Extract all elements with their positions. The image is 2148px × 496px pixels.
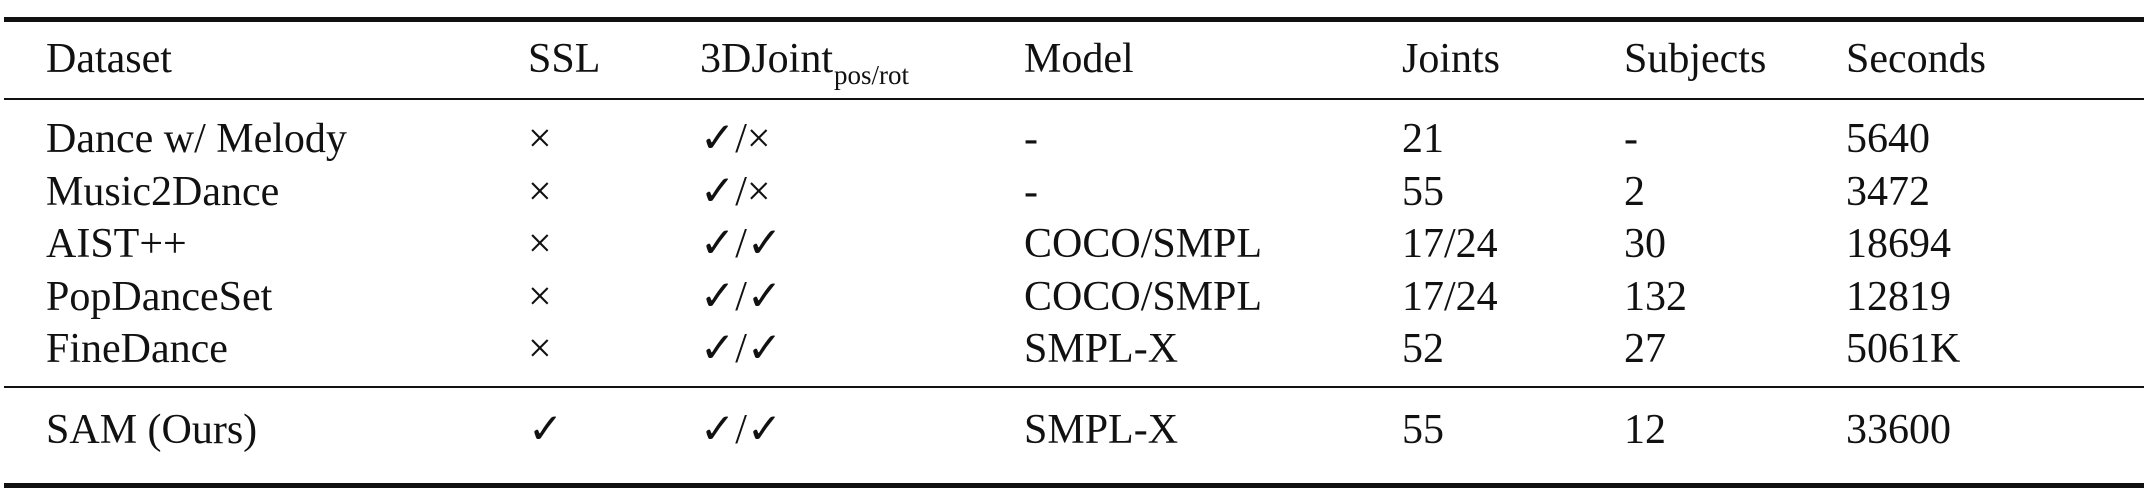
cell-subjects: 2 <box>1624 169 1645 215</box>
cell-3djoint: ✓/✓ <box>700 407 783 453</box>
cell-joints: 52 <box>1402 326 1444 372</box>
ours-separator-rule <box>4 386 2144 388</box>
cell-joints: 55 <box>1402 407 1444 453</box>
cell-dataset: Dance w/ Melody <box>46 116 347 162</box>
header-ssl: SSL <box>528 36 601 82</box>
cell-3djoint: ✓/× <box>700 116 771 162</box>
cell-dataset: PopDanceSet <box>46 274 273 320</box>
header-dataset: Dataset <box>46 36 172 82</box>
cell-joints: 55 <box>1402 169 1444 215</box>
cell-3djoint: ✓/× <box>700 169 771 215</box>
cell-seconds: 5061K <box>1846 326 1961 372</box>
cell-seconds: 18694 <box>1846 221 1951 267</box>
cell-ssl: × <box>528 116 552 162</box>
header-rule <box>4 98 2144 100</box>
cell-joints: 21 <box>1402 116 1444 162</box>
cell-3djoint: ✓/✓ <box>700 274 783 320</box>
cell-ssl: × <box>528 169 552 215</box>
header-3djoint-subscript: pos/rot <box>834 60 910 90</box>
top-rule <box>4 17 2144 22</box>
bottom-rule <box>4 483 2144 488</box>
cell-dataset: FineDance <box>46 326 228 372</box>
cell-ssl: × <box>528 326 552 372</box>
header-3djoint-base: 3DJoint <box>700 36 834 82</box>
cell-model: COCO/SMPL <box>1024 274 1263 320</box>
cell-dataset: SAM (Ours) <box>46 407 258 453</box>
cell-model: SMPL-X <box>1024 407 1179 453</box>
cell-subjects: 12 <box>1624 407 1666 453</box>
header-joints: Joints <box>1402 36 1501 82</box>
cell-dataset: Music2Dance <box>46 169 280 215</box>
cell-ssl: ✓ <box>528 407 564 453</box>
cell-seconds: 12819 <box>1846 274 1951 320</box>
cell-seconds: 3472 <box>1846 169 1930 215</box>
cell-ssl: × <box>528 221 552 267</box>
cell-3djoint: ✓/✓ <box>700 221 783 267</box>
cell-model: COCO/SMPL <box>1024 221 1263 267</box>
header-subjects: Subjects <box>1624 36 1767 82</box>
cell-ssl: × <box>528 274 552 320</box>
cell-model: SMPL-X <box>1024 326 1179 372</box>
cell-subjects: 27 <box>1624 326 1666 372</box>
cell-model: - <box>1024 116 1038 162</box>
header-model: Model <box>1024 36 1134 82</box>
cell-dataset: AIST++ <box>46 221 187 267</box>
header-3djoint: 3DJointpos/rot <box>700 35 910 90</box>
cell-subjects: 132 <box>1624 274 1687 320</box>
cell-joints: 17/24 <box>1402 221 1498 267</box>
cell-subjects: - <box>1624 116 1638 162</box>
cell-seconds: 33600 <box>1846 407 1951 453</box>
cell-seconds: 5640 <box>1846 116 1930 162</box>
header-seconds: Seconds <box>1846 36 1986 82</box>
cell-joints: 17/24 <box>1402 274 1498 320</box>
cell-model: - <box>1024 169 1038 215</box>
cell-3djoint: ✓/✓ <box>700 326 783 372</box>
cell-subjects: 30 <box>1624 221 1666 267</box>
